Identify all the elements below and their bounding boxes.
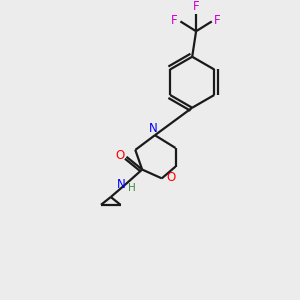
Text: O: O [166, 171, 175, 184]
Text: F: F [193, 0, 200, 13]
Text: N: N [117, 178, 126, 191]
Text: O: O [115, 149, 124, 162]
Text: N: N [148, 122, 157, 135]
Text: H: H [128, 183, 136, 193]
Text: F: F [214, 14, 221, 27]
Text: F: F [171, 14, 178, 27]
